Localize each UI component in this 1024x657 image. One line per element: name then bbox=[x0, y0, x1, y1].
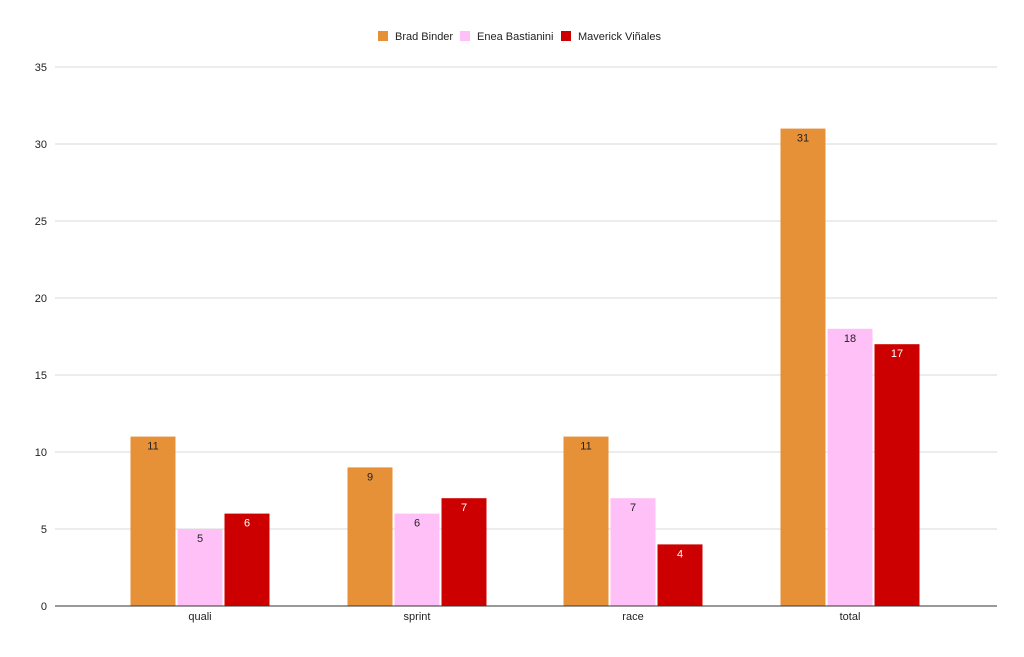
y-tick-label-5: 5 bbox=[41, 524, 47, 536]
bars bbox=[130, 128, 920, 606]
bar-race-series-0 bbox=[563, 436, 609, 606]
y-tick-label-10: 10 bbox=[35, 447, 47, 459]
y-tick-label-30: 30 bbox=[35, 139, 47, 151]
data-labels: 11 5 6 9 6 7 11 7 4 31 18 17 bbox=[147, 133, 903, 561]
y-tick-label-0: 0 bbox=[41, 601, 47, 613]
y-tick-label-20: 20 bbox=[35, 293, 47, 305]
gridlines bbox=[55, 66, 997, 530]
data-label-total-series-2: 17 bbox=[891, 348, 903, 360]
data-label-sprint-series-0: 9 bbox=[367, 471, 373, 483]
bar-total-series-1 bbox=[827, 328, 873, 606]
bar-total-series-0 bbox=[780, 128, 826, 606]
legend-swatch-series-0 bbox=[378, 31, 388, 41]
legend-label-series-1: Enea Bastianini bbox=[477, 31, 553, 43]
x-category-label-quali: quali bbox=[188, 611, 211, 623]
legend-swatch-series-2 bbox=[561, 31, 571, 41]
y-tick-label-15: 15 bbox=[35, 370, 47, 382]
data-label-quali-series-2: 6 bbox=[244, 518, 250, 530]
data-label-quali-series-0: 11 bbox=[147, 441, 158, 453]
y-tick-label-25: 25 bbox=[35, 216, 47, 228]
data-label-race-series-0: 11 bbox=[580, 441, 591, 453]
data-label-sprint-series-1: 6 bbox=[414, 518, 420, 530]
legend-label-series-0: Brad Binder bbox=[395, 31, 453, 43]
bar-race-series-2 bbox=[657, 544, 703, 606]
data-label-total-series-0: 31 bbox=[797, 133, 809, 145]
x-category-label-race: race bbox=[622, 611, 643, 623]
bar-sprint-series-0 bbox=[347, 467, 393, 606]
x-category-label-sprint: sprint bbox=[404, 611, 431, 623]
legend-label-series-2: Maverick Viñales bbox=[578, 31, 661, 43]
bar-quali-series-2 bbox=[224, 513, 270, 606]
data-label-quali-series-1: 5 bbox=[197, 533, 203, 545]
bar-total-series-2 bbox=[874, 344, 920, 606]
y-tick-label-35: 35 bbox=[35, 62, 47, 74]
bar-sprint-series-1 bbox=[394, 513, 440, 606]
data-label-total-series-1: 18 bbox=[844, 333, 856, 345]
data-label-sprint-series-2: 7 bbox=[461, 502, 467, 514]
data-label-race-series-1: 7 bbox=[630, 502, 636, 514]
bar-sprint-series-2 bbox=[441, 498, 487, 606]
bar-quali-series-0 bbox=[130, 436, 176, 606]
legend: Brad Binder Enea Bastianini Maverick Viñal… bbox=[378, 31, 661, 43]
x-category-label-total: total bbox=[840, 611, 861, 623]
bar-race-series-1 bbox=[610, 498, 656, 606]
data-label-race-series-2: 4 bbox=[677, 548, 683, 560]
legend-swatch-series-1 bbox=[460, 31, 470, 41]
bar-quali-series-1 bbox=[177, 529, 223, 606]
axes: 0 5 10 15 20 25 30 35 quali sprint race total bbox=[35, 62, 997, 623]
